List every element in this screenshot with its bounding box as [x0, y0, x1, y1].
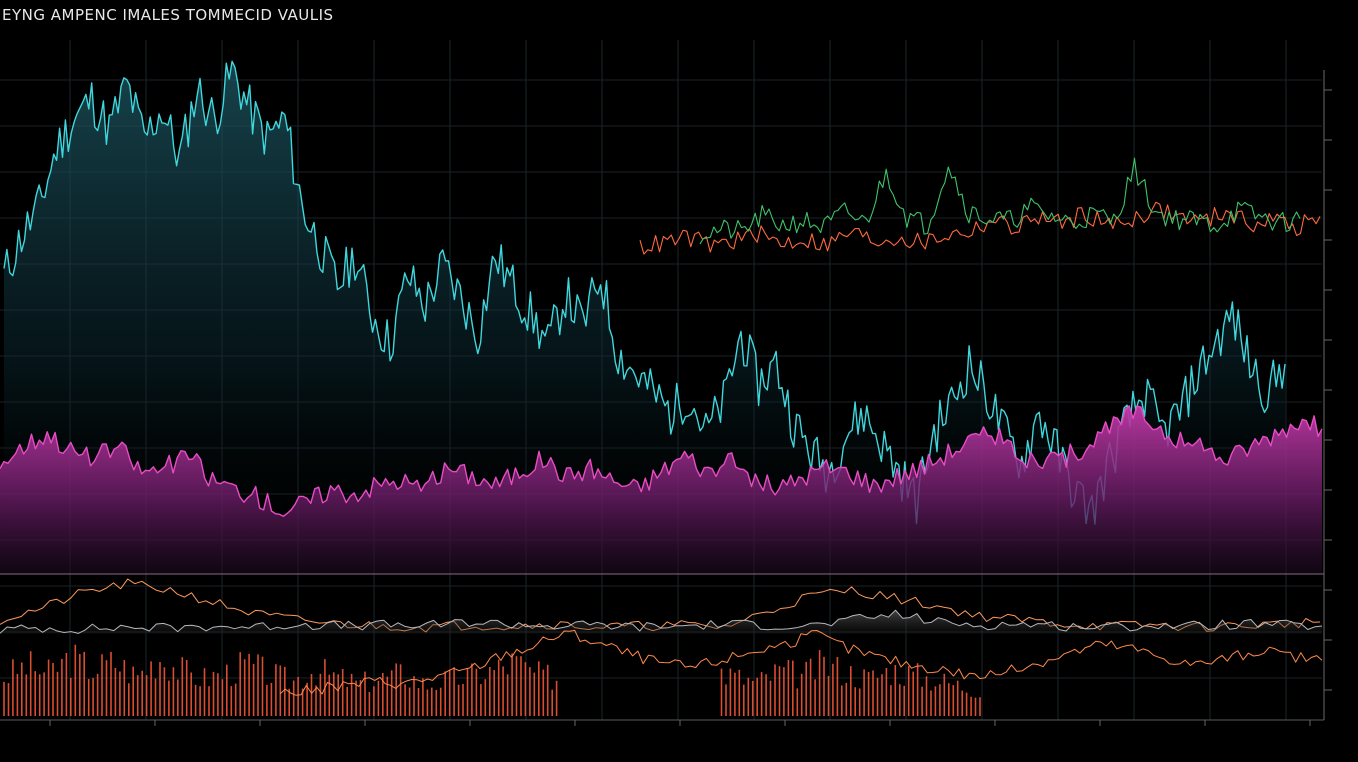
- series-lower-1-area: [0, 610, 1322, 634]
- series-lower-1-line: [0, 609, 1323, 634]
- series-main-1-line: [639, 201, 1321, 255]
- series-main-3-area: [0, 405, 1322, 574]
- chart-frame: [0, 70, 1332, 726]
- chart-marks: [0, 60, 1323, 716]
- chart-title: EYNG AMPENC IMALES TOMMECID VAULIS: [2, 6, 334, 24]
- series-main-2-line: [699, 157, 1301, 245]
- series-lower-0-line: [0, 578, 1321, 633]
- series-main-3-line: [0, 405, 1323, 517]
- series-lower-3-line: [279, 629, 1323, 696]
